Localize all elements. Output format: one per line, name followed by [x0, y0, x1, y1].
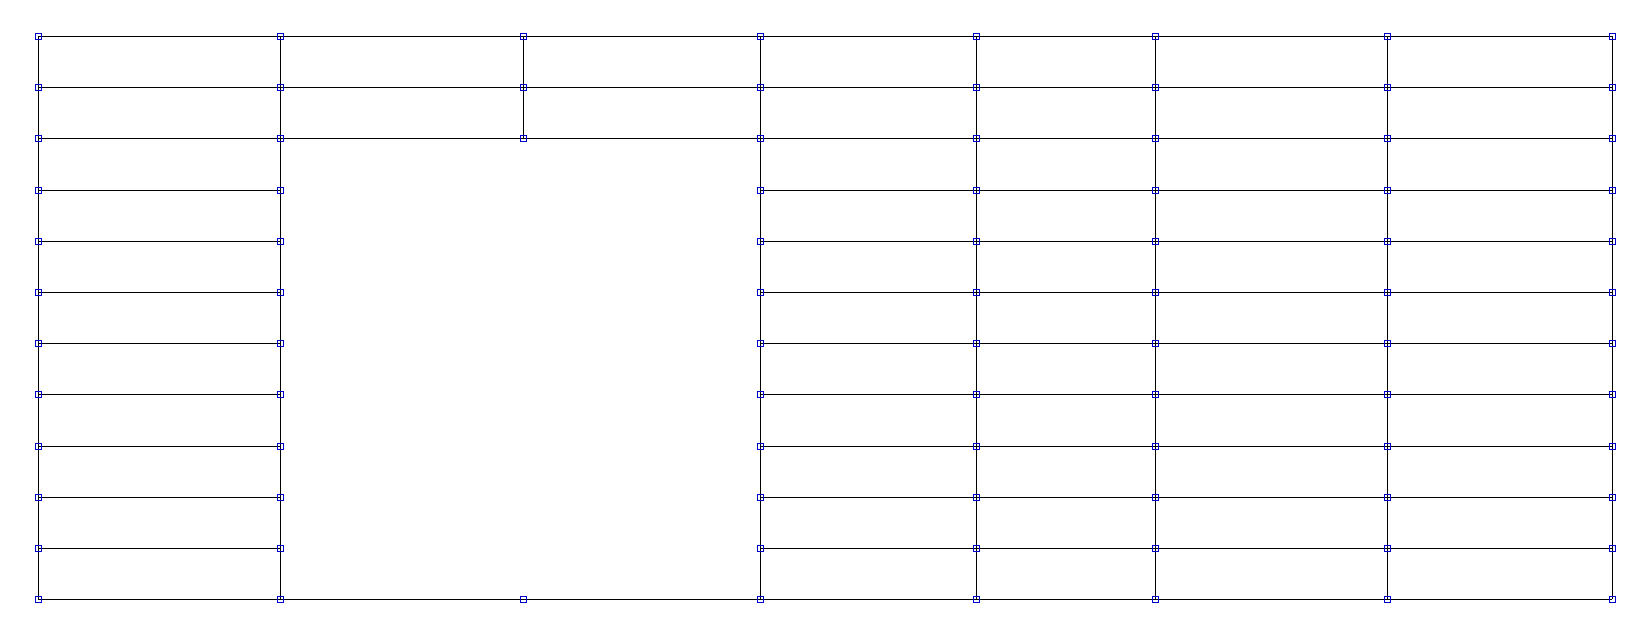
- vertex-handle[interactable]: [1384, 289, 1391, 296]
- vertex-handle[interactable]: [1609, 494, 1616, 501]
- vertex-handle[interactable]: [757, 84, 764, 91]
- grid-lines: [38, 36, 1613, 600]
- vertex-handle[interactable]: [1384, 187, 1391, 194]
- vertex-handle[interactable]: [520, 596, 527, 603]
- vertex-handle[interactable]: [1152, 596, 1159, 603]
- vertex-handle[interactable]: [35, 187, 42, 194]
- vertex-handle[interactable]: [1609, 340, 1616, 347]
- vertex-handle[interactable]: [35, 391, 42, 398]
- vertex-handle[interactable]: [1609, 238, 1616, 245]
- vertex-handle[interactable]: [277, 545, 284, 552]
- vertex-handle[interactable]: [1609, 135, 1616, 142]
- vertex-handle[interactable]: [277, 340, 284, 347]
- vertex-handle[interactable]: [1609, 84, 1616, 91]
- vertex-handle[interactable]: [973, 135, 980, 142]
- vertex-handle[interactable]: [277, 596, 284, 603]
- vertex-handle[interactable]: [757, 391, 764, 398]
- vertex-handle[interactable]: [35, 340, 42, 347]
- vertex-handle[interactable]: [973, 289, 980, 296]
- vertex-handle[interactable]: [35, 494, 42, 501]
- vertex-handle[interactable]: [1384, 545, 1391, 552]
- vertex-handle[interactable]: [35, 545, 42, 552]
- vertex-handle[interactable]: [277, 84, 284, 91]
- vertex-handle[interactable]: [1152, 340, 1159, 347]
- vertex-handle[interactable]: [1152, 33, 1159, 40]
- vertex-handle[interactable]: [1609, 187, 1616, 194]
- vertex-handle[interactable]: [35, 289, 42, 296]
- vertex-handle[interactable]: [35, 33, 42, 40]
- vertex-handle[interactable]: [1384, 391, 1391, 398]
- vertex-handle[interactable]: [35, 84, 42, 91]
- vertex-handle[interactable]: [973, 84, 980, 91]
- vertex-handle[interactable]: [35, 135, 42, 142]
- vertex-handle[interactable]: [757, 545, 764, 552]
- vertex-handle[interactable]: [277, 238, 284, 245]
- vertex-handle[interactable]: [1152, 289, 1159, 296]
- vertex-handle[interactable]: [973, 33, 980, 40]
- vertex-handle[interactable]: [1152, 187, 1159, 194]
- vertex-handle[interactable]: [1609, 545, 1616, 552]
- vertex-handle[interactable]: [1609, 391, 1616, 398]
- vertex-handle[interactable]: [1609, 289, 1616, 296]
- vertex-handle[interactable]: [1152, 391, 1159, 398]
- vertex-handle[interactable]: [277, 135, 284, 142]
- vertex-handle[interactable]: [1152, 494, 1159, 501]
- vertex-handle[interactable]: [277, 289, 284, 296]
- vertex-handle[interactable]: [757, 340, 764, 347]
- vertex-handle[interactable]: [1152, 238, 1159, 245]
- vertex-handle[interactable]: [35, 596, 42, 603]
- vertex-handle[interactable]: [1384, 33, 1391, 40]
- grid-handles: [35, 33, 1616, 603]
- vertex-handle[interactable]: [973, 238, 980, 245]
- vertex-handle[interactable]: [277, 443, 284, 450]
- vertex-handle[interactable]: [757, 289, 764, 296]
- vertex-handle[interactable]: [1384, 443, 1391, 450]
- vertex-handle[interactable]: [973, 494, 980, 501]
- vertex-handle[interactable]: [1152, 545, 1159, 552]
- vertex-handle[interactable]: [973, 596, 980, 603]
- vertex-handle[interactable]: [973, 187, 980, 194]
- vertex-handle[interactable]: [757, 494, 764, 501]
- vertex-handle[interactable]: [277, 33, 284, 40]
- vertex-handle[interactable]: [1152, 443, 1159, 450]
- vertex-handle[interactable]: [520, 33, 527, 40]
- vertex-handle[interactable]: [520, 84, 527, 91]
- vertex-handle[interactable]: [1609, 443, 1616, 450]
- vertex-handle[interactable]: [1152, 84, 1159, 91]
- vertex-handle[interactable]: [1384, 238, 1391, 245]
- vertex-handle[interactable]: [1609, 33, 1616, 40]
- vertex-handle[interactable]: [35, 238, 42, 245]
- vertex-handle[interactable]: [1384, 596, 1391, 603]
- vertex-handle[interactable]: [757, 135, 764, 142]
- vertex-handle[interactable]: [757, 443, 764, 450]
- vertex-handle[interactable]: [757, 596, 764, 603]
- vertex-handle[interactable]: [757, 187, 764, 194]
- vertex-handle[interactable]: [1384, 84, 1391, 91]
- vertex-handle[interactable]: [1384, 135, 1391, 142]
- vertex-handle[interactable]: [520, 135, 527, 142]
- vertex-handle[interactable]: [277, 494, 284, 501]
- vertex-handle[interactable]: [973, 443, 980, 450]
- vertex-handle[interactable]: [35, 443, 42, 450]
- vertex-handle[interactable]: [1384, 494, 1391, 501]
- vertex-handle[interactable]: [757, 238, 764, 245]
- vertex-handle[interactable]: [757, 33, 764, 40]
- vertex-handle[interactable]: [1152, 135, 1159, 142]
- vertex-handle[interactable]: [973, 340, 980, 347]
- vertex-handle[interactable]: [277, 187, 284, 194]
- vertex-handle[interactable]: [973, 545, 980, 552]
- vertex-handle[interactable]: [277, 391, 284, 398]
- vertex-handle[interactable]: [1609, 596, 1616, 603]
- vertex-handle[interactable]: [1384, 340, 1391, 347]
- vertex-handle[interactable]: [973, 391, 980, 398]
